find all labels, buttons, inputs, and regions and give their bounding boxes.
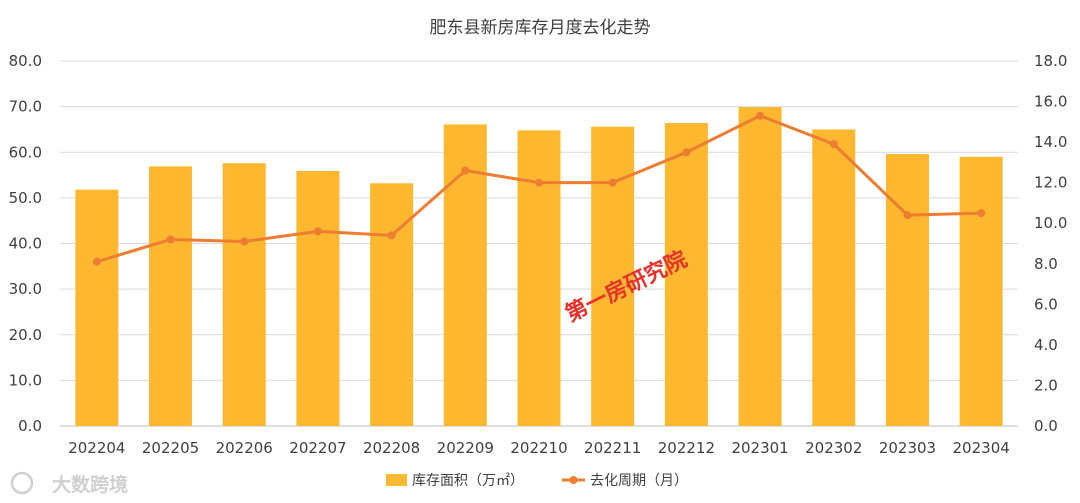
right-tick-label: 18.0 (1034, 52, 1067, 70)
legend: 库存面积（万㎡） 去化周期（月） (386, 473, 688, 489)
x-tick-label: 202211 (584, 439, 641, 457)
bar (443, 124, 487, 426)
line-series (92, 111, 986, 266)
legend-swatch-bar (386, 474, 407, 486)
left-tick-label: 80.0 (9, 52, 42, 70)
x-tick-label: 202204 (68, 439, 125, 457)
line-point (903, 211, 912, 220)
logo-text: 大数跨境 (52, 473, 128, 496)
left-tick-label: 60.0 (9, 143, 42, 161)
left-axis: 0.0 10.0 20.0 30.0 40.0 50.0 60.0 70.0 80.0 (9, 52, 42, 435)
line-point (92, 257, 101, 266)
left-tick-label: 20.0 (9, 326, 42, 344)
right-tick-label: 4.0 (1034, 336, 1058, 354)
x-tick-label: 202208 (363, 439, 420, 457)
x-tick-label: 202205 (142, 439, 199, 457)
left-tick-label: 40.0 (9, 235, 42, 253)
line-point (682, 148, 691, 157)
bar (296, 170, 340, 426)
bar (370, 183, 414, 426)
legend-label-line: 去化周期（月） (590, 473, 688, 489)
x-tick-label: 202206 (216, 439, 273, 457)
x-tick-label: 202210 (510, 439, 567, 457)
x-tick-label: 202304 (953, 439, 1010, 457)
line-point (756, 111, 765, 120)
line-point (387, 231, 396, 240)
bar-series (75, 107, 1003, 427)
right-axis: 0.0 2.0 4.0 6.0 8.0 10.0 12.0 14.0 16.0 18.0 (1034, 52, 1067, 435)
legend-swatch-marker (569, 476, 578, 484)
right-tick-label: 0.0 (1034, 417, 1058, 435)
line-point (461, 166, 470, 175)
line-point (240, 237, 249, 246)
x-tick-label: 202303 (879, 439, 936, 457)
bar (222, 163, 266, 426)
right-tick-label: 2.0 (1034, 376, 1058, 394)
legend-label-bar: 库存面积（万㎡） (412, 473, 524, 489)
line-point (313, 227, 322, 236)
line-point (166, 235, 175, 244)
bar (812, 129, 856, 426)
right-tick-label: 14.0 (1034, 133, 1067, 151)
left-tick-label: 30.0 (9, 280, 42, 298)
bar (149, 166, 193, 427)
chart-title: 肥东县新房库存月度去化走势 (430, 18, 651, 38)
left-tick-label: 0.0 (18, 417, 42, 435)
right-tick-label: 10.0 (1034, 214, 1067, 232)
left-tick-label: 10.0 (9, 371, 42, 389)
bar (959, 156, 1003, 426)
x-tick-label: 202302 (805, 439, 862, 457)
right-tick-label: 6.0 (1034, 295, 1058, 313)
right-tick-label: 12.0 (1034, 174, 1067, 192)
x-tick-label: 202301 (731, 439, 788, 457)
corner-logo: 大数跨境 (10, 471, 128, 496)
logo-icon (10, 471, 34, 495)
bar (75, 189, 119, 426)
line-point (608, 178, 617, 187)
x-axis: 202204 202205 202206 202207 202208 202209 2022… (68, 439, 1010, 457)
line-point (977, 209, 986, 218)
x-tick-label: 202212 (658, 439, 715, 457)
bar (517, 130, 561, 426)
right-tick-label: 8.0 (1034, 255, 1058, 273)
bar (664, 123, 708, 427)
line-point (535, 178, 543, 187)
line-point (829, 140, 838, 149)
x-tick-label: 202209 (437, 439, 494, 457)
bar (738, 107, 782, 427)
left-tick-label: 50.0 (9, 189, 42, 207)
left-tick-label: 70.0 (9, 98, 42, 116)
x-tick-label: 202207 (289, 439, 346, 457)
right-tick-label: 16.0 (1034, 93, 1067, 111)
bar (885, 154, 929, 426)
